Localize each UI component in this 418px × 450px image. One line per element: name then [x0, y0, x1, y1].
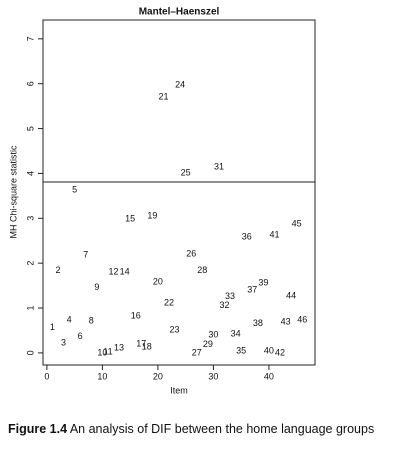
point-label: 43: [281, 316, 291, 326]
point-label: 38: [253, 318, 263, 328]
point-label: 8: [89, 315, 94, 325]
y-tick-label: 0: [25, 350, 35, 355]
x-tick-label: 10: [97, 371, 107, 381]
x-tick-label: 40: [264, 371, 274, 381]
point-label: 23: [170, 324, 180, 334]
point-label: 4: [67, 315, 72, 325]
chart-title: Mantel–Haenszel: [139, 7, 220, 18]
point-label: 45: [292, 219, 302, 229]
point-label: 10: [97, 347, 107, 357]
point-label: 39: [258, 277, 268, 287]
point-label: 24: [175, 79, 185, 89]
point-label: 18: [142, 341, 152, 351]
point-label: 3: [61, 337, 66, 347]
point-label: 5: [72, 184, 77, 194]
point-label: 11: [103, 346, 112, 356]
caption-text: An analysis of DIF between the home lang…: [70, 422, 374, 436]
point-label: 42: [275, 347, 285, 357]
point-label: 44: [286, 290, 296, 300]
y-axis-label: MH Chi-square statistic: [8, 145, 18, 239]
point-label: 32: [220, 300, 230, 310]
x-tick-label: 20: [153, 371, 163, 381]
point-label: 40: [264, 345, 274, 355]
point-label: 46: [297, 315, 307, 325]
point-label: 28: [197, 265, 207, 275]
point-label: 36: [242, 232, 252, 242]
point-label: 13: [114, 342, 124, 352]
point-label: 1: [50, 322, 55, 332]
y-tick-label: 5: [25, 126, 35, 131]
point-label: 26: [186, 249, 196, 259]
point-label: 6: [78, 331, 83, 341]
x-tick-label: 30: [208, 371, 218, 381]
x-tick-label: 0: [44, 371, 49, 381]
point-label: 33: [225, 291, 235, 301]
point-label: 2: [55, 265, 60, 275]
x-axis-label: Item: [170, 385, 188, 395]
point-label: 9: [94, 282, 99, 292]
point-label: 27: [192, 347, 202, 357]
point-label: 16: [131, 310, 141, 320]
point-label: 19: [147, 210, 157, 220]
plot-frame: [42, 19, 316, 366]
point-label: 41: [269, 229, 279, 239]
y-tick-label: 3: [25, 216, 35, 221]
point-label: 31: [214, 162, 224, 172]
point-label: 37: [247, 284, 257, 294]
point-label: 21: [158, 92, 168, 102]
point-label: 35: [236, 345, 246, 355]
caption: Figure 1.4 An analysis of DIF between th…: [8, 422, 374, 436]
y-tick-label: 4: [25, 171, 35, 176]
point-label: 22: [164, 297, 174, 307]
y-tick-label: 7: [25, 36, 35, 41]
point-label: 17: [136, 338, 146, 348]
y-tick-label: 1: [25, 306, 35, 311]
point-label: 15: [125, 214, 135, 224]
y-tick-label: 2: [25, 261, 35, 266]
point-label: 12: [108, 267, 118, 277]
point-label: 7: [83, 249, 88, 259]
caption-label: Figure 1.4: [8, 422, 67, 436]
point-label: 25: [181, 167, 191, 177]
point-label: 34: [231, 328, 241, 338]
point-label: 29: [203, 339, 213, 349]
point-label: 14: [120, 267, 130, 277]
point-label: 30: [208, 329, 218, 339]
point-label: 20: [153, 276, 163, 286]
y-tick-label: 6: [25, 81, 35, 86]
